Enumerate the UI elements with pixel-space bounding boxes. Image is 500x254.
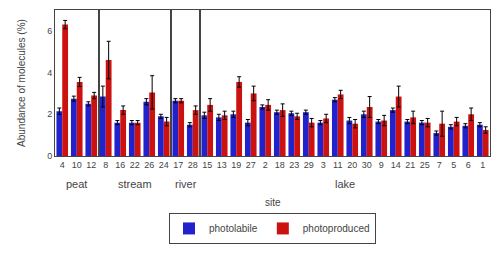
svg-text:photolabile: photolabile bbox=[209, 223, 258, 234]
svg-text:4: 4 bbox=[60, 160, 65, 170]
svg-text:14: 14 bbox=[391, 160, 401, 170]
svg-text:lake: lake bbox=[335, 178, 355, 190]
svg-text:24: 24 bbox=[159, 160, 169, 170]
svg-text:5: 5 bbox=[451, 160, 456, 170]
svg-text:6: 6 bbox=[466, 160, 471, 170]
svg-text:2: 2 bbox=[47, 109, 52, 119]
svg-text:stream: stream bbox=[118, 178, 152, 190]
svg-text:20: 20 bbox=[347, 160, 357, 170]
svg-text:28: 28 bbox=[188, 160, 198, 170]
svg-text:23: 23 bbox=[289, 160, 299, 170]
svg-text:15: 15 bbox=[202, 160, 212, 170]
svg-text:Abundance of molecules (%): Abundance of molecules (%) bbox=[16, 19, 27, 147]
svg-text:26: 26 bbox=[144, 160, 154, 170]
svg-text:4: 4 bbox=[47, 68, 52, 78]
svg-text:12: 12 bbox=[86, 160, 96, 170]
svg-text:17: 17 bbox=[173, 160, 183, 170]
svg-text:10: 10 bbox=[72, 160, 82, 170]
svg-text:1: 1 bbox=[480, 160, 485, 170]
svg-text:site: site bbox=[265, 197, 281, 208]
svg-text:21: 21 bbox=[405, 160, 415, 170]
svg-text:27: 27 bbox=[246, 160, 256, 170]
svg-text:19: 19 bbox=[231, 160, 241, 170]
svg-text:11: 11 bbox=[333, 160, 342, 170]
svg-text:9: 9 bbox=[379, 160, 384, 170]
svg-text:2: 2 bbox=[263, 160, 268, 170]
svg-text:30: 30 bbox=[362, 160, 372, 170]
svg-text:7: 7 bbox=[437, 160, 442, 170]
svg-text:6: 6 bbox=[47, 26, 52, 36]
svg-text:13: 13 bbox=[217, 160, 227, 170]
svg-text:photoproduced: photoproduced bbox=[303, 223, 370, 234]
svg-text:16: 16 bbox=[115, 160, 125, 170]
svg-text:29: 29 bbox=[304, 160, 314, 170]
svg-text:0: 0 bbox=[47, 151, 52, 161]
svg-text:3: 3 bbox=[321, 160, 326, 170]
svg-text:river: river bbox=[175, 178, 197, 190]
svg-text:peat: peat bbox=[66, 178, 87, 190]
svg-text:22: 22 bbox=[130, 160, 140, 170]
svg-text:18: 18 bbox=[275, 160, 285, 170]
svg-text:25: 25 bbox=[420, 160, 430, 170]
svg-text:8: 8 bbox=[103, 160, 108, 170]
